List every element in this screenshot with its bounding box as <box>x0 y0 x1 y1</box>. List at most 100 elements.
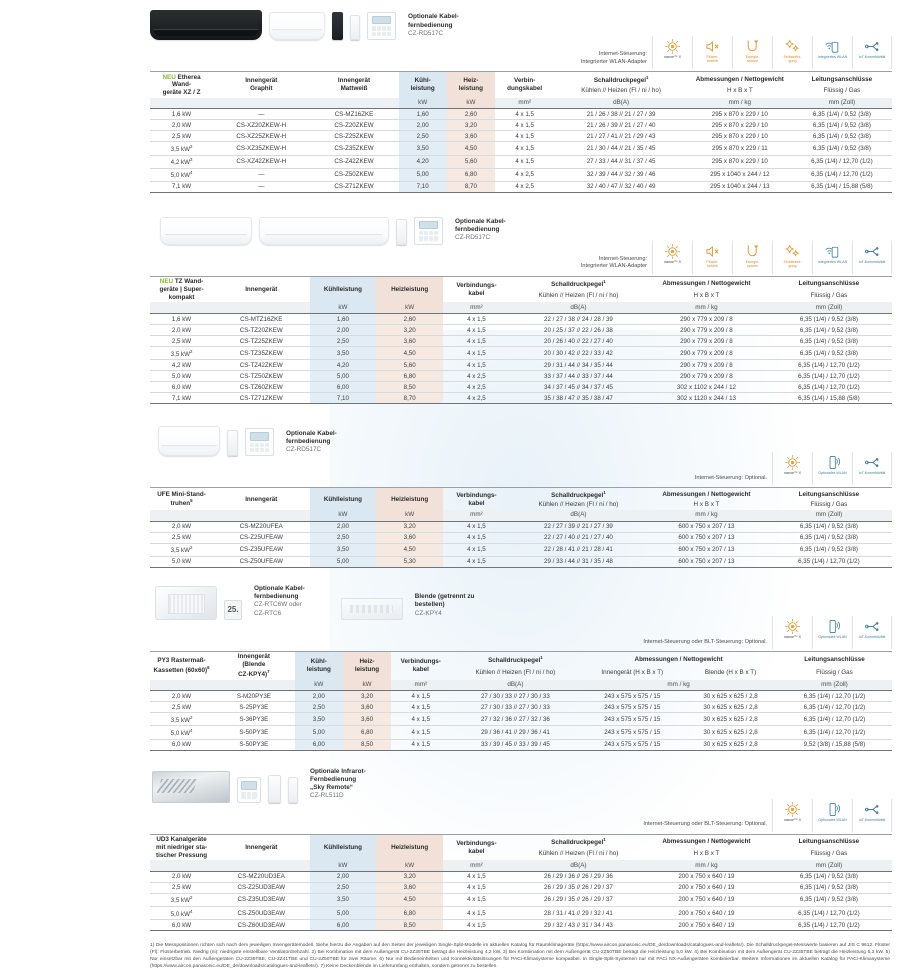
cell-heating-capacity: 3,20 <box>376 871 444 883</box>
cell-dimensions: 200 x 750 x 640 / 19 <box>647 919 766 932</box>
optional-wlan-label: Optionales WLAN <box>818 471 847 476</box>
cell-sound-pressure: 29 / 33 / 44 // 31 / 35 / 48 <box>509 556 648 568</box>
energy-saving-label: Energie- sparen <box>745 55 760 63</box>
cell-sound-pressure: 20 / 26 / 40 // 22 / 27 / 40 <box>509 335 648 348</box>
th-unit-cool: kW <box>309 302 377 314</box>
cell-model-indoor: S-M20PY3E <box>213 690 295 703</box>
cell-heating-capacity: 5,30 <box>376 556 444 568</box>
cell-model-indoor: CS-TZ60ZKEW <box>213 381 310 394</box>
cell-pipe-connections: 6,35 (1/4) / 9,52 (3/8) <box>765 324 892 337</box>
th-pipe-connections: Leitungsanschlüsse <box>791 71 892 87</box>
cell-sound-pressure: 34 / 37 / 45 // 34 / 37 / 45 <box>509 381 648 394</box>
cell-cooling-capacity: 2,50 <box>294 701 343 714</box>
cell-dimensions: 200 x 750 x 640 / 19 <box>647 882 766 894</box>
section-etherea-xz-z: Optionale Kabel- fernbedienung CZ-RD517C… <box>0 0 900 193</box>
th-spl-sub: Kühlen // Heizen (Fl / ni / ho) <box>538 292 619 299</box>
th-unit-dims: mm / kg <box>647 509 766 522</box>
cell-cooling-capacity: 5,00 <box>309 556 377 568</box>
cell-connection-cable: 4 x 1,5 <box>391 690 451 703</box>
table-row: 4,2 kW CS-TZ42ZKEW 4,20 5,60 4 x 1,5 29 / 31 … <box>150 359 892 372</box>
table-row: 2,5 kW CS-Z25UFEAW 2,50 3,60 4 x 1,5 22 / 27 … <box>150 532 892 544</box>
th-unit-pipes: mm (Zoll) <box>776 679 892 691</box>
cell-cooling-capacity: 4,20 <box>309 359 377 372</box>
cell-pipe-connections: 6,35 (1/4) / 12,70 (1/2) <box>776 712 892 727</box>
cell-connection-cable: 4 x 1,5 <box>443 871 510 883</box>
th-dims-sub-panel: Blende (H x B x T) <box>704 668 757 676</box>
wired-remote-cz-rtc6w-image: 25. <box>224 599 242 620</box>
table-row: 3,5 kW2 S-36PY3E 3,50 3,60 4 x 1,5 27 / 32 / … <box>150 712 892 727</box>
cell-cooling-capacity: 2,50 <box>309 532 377 544</box>
note2-title: Blende (getrennt zu bestellen) <box>414 593 475 609</box>
cell-model-indoor: CS-Z25UFEAW <box>213 532 310 544</box>
icon-set-ud3: nanoe™ X Optionales WLAN <box>772 798 892 832</box>
th-spl-sub: Kühlen // Heizen (Fl / ni / ho) <box>538 500 619 508</box>
th-indoor-unit: Innengerät <box>213 487 310 510</box>
th-connection-cable: Verbin- dungskabel <box>494 70 555 98</box>
built-in-wlan-label: Integriertes WLAN <box>817 55 848 59</box>
remote-control-light-image-ufe <box>227 430 238 457</box>
cell-capacity: 6,0 kW <box>150 381 214 394</box>
built-in-wlan-feature: Integriertes WLAN <box>812 36 852 69</box>
cell-connection-cable: 4 x 1,5 <box>443 543 510 557</box>
cell-heating-capacity: 3,20 <box>446 119 495 132</box>
sparkle-icon <box>785 39 800 52</box>
th-unit-cool: kW <box>398 97 447 109</box>
cell-heating-capacity: 8,50 <box>376 919 444 932</box>
cell-heating-capacity: 4,50 <box>376 543 444 557</box>
ducted-indoor-unit-image <box>152 770 230 803</box>
iot-connectivity-feature: IoT-Konnektivität <box>852 36 892 69</box>
th-category: PY3 Rastermaß- Kassetten (60x60)6 <box>150 650 214 680</box>
cell-dimensions-indoor: 243 x 575 x 575 / 15 <box>580 739 685 751</box>
product-image-strip-ud3: Optionale Infrarot- Fernbedienung „Sky R… <box>150 763 892 803</box>
internet-control-caption-tz: Internet-Steuerung: Integrierter WLAN-Ad… <box>580 256 647 270</box>
th-heating-capacity: Heiz- leistung <box>446 70 495 98</box>
feature-icon-bar-py3: Internet-Steuerung oder BLT-Steuerung: O… <box>150 615 892 649</box>
cell-pipe-connections: 6,35 (1/4) / 12,70 (1/2) <box>765 359 892 372</box>
cell-pipe-connections: 6,35 (1/4) / 15,88 (5/8) <box>765 392 892 405</box>
cell-heating-capacity: 2,60 <box>376 313 444 326</box>
cell-dimensions: 200 x 750 x 640 / 19 <box>647 906 766 921</box>
cell-dimensions-indoor: 243 x 575 x 575 / 15 <box>580 690 685 703</box>
th-sound-pressure: Schalldruckpegel1 <box>509 487 648 501</box>
note-title: Optionale Kabel- fernbedienung <box>455 218 506 234</box>
section-ud3-kanalgeraete: Optionale Infrarot- Fernbedienung „Sky R… <box>0 763 900 932</box>
th-dims-sub: H x B x T <box>693 849 720 857</box>
cell-capacity: 5,0 kW4 <box>150 725 214 740</box>
cell-model-indoor: CS-TZ20ZKEW <box>213 324 310 337</box>
cell-capacity: 2,5 kW <box>150 882 214 894</box>
phone-wifi-icon <box>829 619 840 633</box>
cell-dimensions: 295 x 1040 x 244 / 12 <box>687 168 792 182</box>
table-row: 2,0 kW S-M20PY3E 2,00 3,20 4 x 1,5 27 / 30 / … <box>150 690 892 703</box>
th-dims-sub: H x B x T <box>693 500 720 508</box>
cell-heating-capacity: 4,50 <box>446 141 495 156</box>
cell-sound-pressure: 21 / 26 / 39 // 21 / 27 / 40 <box>554 119 688 132</box>
product-image-strip-py3: 25. Optionale Kabel- fernbedienung CZ-RT… <box>150 580 892 620</box>
cell-connection-cable: 4 x 1,5 <box>443 556 510 568</box>
speaker-mute-icon <box>706 41 719 52</box>
cell-cooling-capacity: 2,00 <box>294 690 343 703</box>
cell-capacity: 6,0 kW <box>150 919 214 932</box>
th-unit-heat: kW <box>376 509 444 522</box>
th-category: UFE Mini-Stand- truhen5 <box>150 487 214 510</box>
cell-model-indoor: S-36PY3E <box>213 712 295 727</box>
cell-pipe-connections: 6,35 (1/4) / 9,52 (3/8) <box>765 521 892 533</box>
cell-pipe-connections: 6,35 (1/4) / 9,52 (3/8) <box>765 313 892 326</box>
cell-cooling-capacity: 1,60 <box>309 313 377 326</box>
cell-pipe-connections: 6,35 (1/4) / 9,52 (3/8) <box>765 532 892 544</box>
nanoe-x-feature: nanoe™ X <box>652 36 692 69</box>
cell-model-indoor: CS-TZ25ZKEW <box>213 335 310 348</box>
th-spl-sub: Kühlen // Heizen (Fl / ni / ho) <box>475 668 556 676</box>
cell-connection-cable: 4 x 1,5 <box>443 521 510 533</box>
table-row: 2,5 kW CS-TZ25ZKEW 2,50 3,60 4 x 1,5 20 / 26 … <box>150 335 892 348</box>
cell-capacity: 2,0 kW <box>150 324 214 337</box>
nanoe-x-label: nanoe™ X <box>784 634 801 639</box>
nanoe-x-label: nanoe™ X <box>664 259 681 264</box>
product-image-strip-ufe: Optionale Kabel- fernbedienung CZ-RD517C <box>150 416 892 457</box>
iot-connectivity-feature: IoT-Konnektivität <box>852 452 892 486</box>
nanoe-icon <box>785 618 800 634</box>
product-images-ufe <box>158 426 274 457</box>
feature-icon-bar-tz: Internet-Steuerung: Integrierter WLAN-Ad… <box>150 240 892 274</box>
infrared-remote-slim-image <box>288 776 298 803</box>
cell-connection-cable: 4 x 1,5 <box>494 130 555 143</box>
cell-model-white: CS-Z50ZKEW <box>309 168 399 182</box>
